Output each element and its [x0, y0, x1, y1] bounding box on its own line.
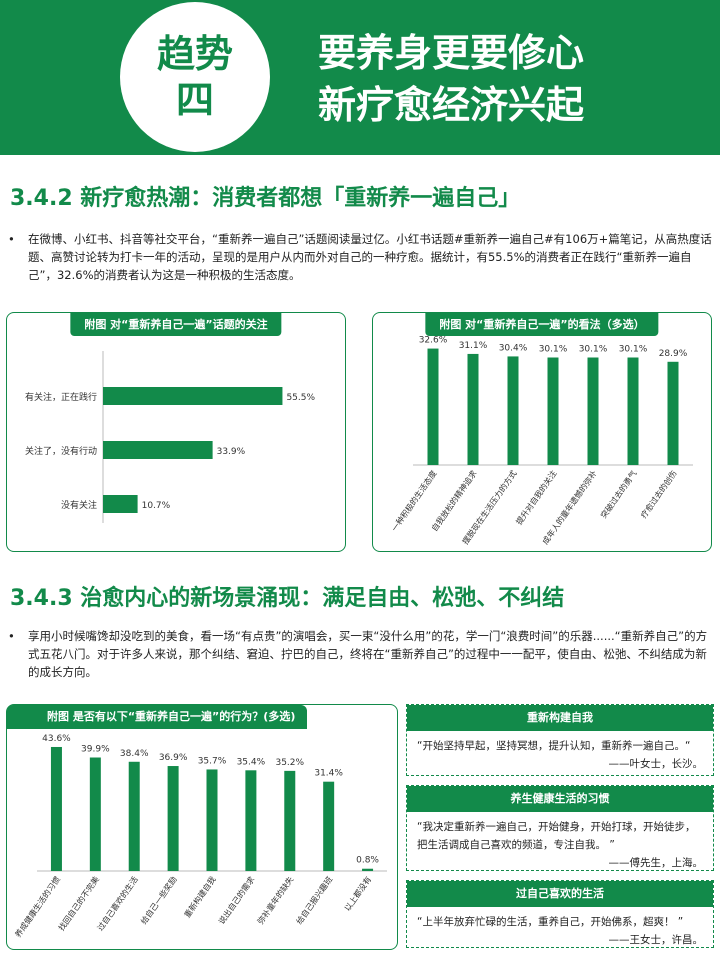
chart3-category-label: 以上都没有: [342, 874, 373, 913]
chart3-bar: [206, 769, 218, 871]
chart2-bar: [627, 357, 639, 465]
trend-badge-line1: 趋势: [156, 32, 233, 76]
chart2-value-label: 30.1%: [539, 345, 568, 355]
section-heading-343: 3.4.3 治愈内心的新场景涌现：满足自由、松弛、不纠结: [10, 586, 565, 611]
chart2-value-label: 30.1%: [619, 345, 648, 355]
chart2-category-label: 自我放松的精神追求: [429, 468, 478, 533]
chart2-bar: [507, 356, 519, 465]
chart3-category-label: 养成健康生活的习惯: [13, 874, 62, 939]
quote-text: “我决定重新养一遍自己，开始健身，开始打球，开始徒步，把生活调成自己喜欢的频道，…: [417, 821, 696, 851]
quote-text: “上半年放弃忙碌的生活，重养自己，开始佛系，超爽！ ”: [417, 916, 684, 928]
quote-author: ——傅先生，上海。: [608, 857, 704, 869]
chart3-category-label: 给自己报兴趣班: [294, 874, 334, 926]
chart2-bar: [547, 357, 559, 465]
chart3-bar: [245, 770, 257, 871]
section2-text: 享用小时候嘴馋却没吃到的美食，看一场“有点贵”的演唱会，买一束“没什么用”的花，…: [28, 629, 708, 679]
chart3-bar: [167, 766, 179, 871]
chart3-svg: 43.6% 养成健康生活的习惯 39.9% 找回自己的不完美 38.4% 过自己喜欢的生活…: [13, 734, 387, 939]
chart3-value-label: 39.9%: [81, 745, 110, 755]
chart2-title: 附图 对“重新养自己一遍”的看法（多选）: [425, 312, 659, 336]
chart1-svg: 有关注，正在践行 55.5% 关注了，没有行动 33.9% 没有关注 10.7%: [25, 351, 315, 523]
quote-card: 养生健康生活的习惯 “我决定重新养一遍自己，开始健身，开始打球，开始徒步，把生活…: [406, 785, 714, 871]
chart3-bar: [284, 770, 296, 871]
quote-title: 过自己喜欢的生活: [407, 881, 713, 907]
section2-paragraph: • 享用小时候嘴馋却没吃到的美食，看一场“有点贵”的演唱会，买一束“没什么用”的…: [8, 627, 714, 681]
chart2-category-label: 疗愈过去的创伤: [638, 468, 678, 520]
chart1-title: 附图 对“重新养自己一遍”话题的关注: [70, 312, 282, 336]
chart2-value-label: 31.1%: [459, 341, 488, 351]
chart2-svg: 32.6%一种积极的生活态度31.1%自我放松的精神追求30.4%摆脱现在生活压…: [389, 336, 693, 546]
chart3-category-label: 过自己喜欢的生活: [95, 874, 140, 932]
chart1-category-label: 关注了，没有行动: [25, 445, 97, 457]
chart1-value-label: 33.9%: [217, 447, 246, 457]
chart3-value-label: 0.8%: [356, 856, 379, 866]
chart2-bar: [427, 348, 439, 465]
chart1-bar: [103, 387, 283, 405]
chart2-value-label: 30.1%: [579, 345, 608, 355]
chart2-category-label: 突破过去的勇气: [598, 468, 638, 520]
chart2-category-label: 一种积极的生活态度: [389, 468, 438, 533]
chart3-bar: [128, 761, 140, 871]
chart3-panel: 附图 是否有以下“重新养自己一遍”的行为？(多选) 43.6% 养成健康生活的习惯…: [6, 704, 398, 950]
section1-text: 在微博、小红书、抖音等社交平台，“重新养一遍自己”话题阅读量过亿。小红书话题#重…: [28, 232, 712, 282]
chart3-bar: [50, 746, 62, 871]
chart1-category-label: 有关注，正在践行: [25, 391, 97, 403]
banner-title-line1: 要养身更要修心: [318, 31, 585, 75]
chart1-bar: [103, 441, 213, 459]
quote-title: 养生健康生活的习惯: [407, 786, 713, 812]
quote-card: 重新构建自我 “开始坚持早起，坚持冥想，提升认知，重新养一遍自己。“ ——叶女士…: [406, 704, 714, 776]
chart3-category-label: 弥补童年的缺失: [255, 874, 295, 926]
trend-badge-line2: 四: [175, 78, 214, 122]
quote-author: ——叶女士，长沙。: [608, 758, 704, 770]
chart3-title: 附图 是否有以下“重新养自己一遍”的行为？(多选): [7, 705, 307, 729]
chart2-bar: [667, 361, 679, 465]
chart3-value-label: 38.4%: [120, 749, 149, 759]
chart3-bar: [89, 757, 101, 871]
section-heading-342: 3.4.2 新疗愈热潮：消费者都想「重新养一遍自己」: [10, 186, 521, 211]
chart1-panel: 附图 对“重新养自己一遍”话题的关注 有关注，正在践行 55.5% 关注了，没有行动…: [6, 312, 346, 552]
chart3-category-label: 重新构建自我: [182, 874, 218, 919]
chart3-category-label: 找回自己的不完美: [56, 874, 101, 932]
quote-text: “开始坚持早起，坚持冥想，提升认知，重新养一遍自己。“: [417, 740, 691, 752]
quote-card: 过自己喜欢的生活 “上半年放弃忙碌的生活，重养自己，开始佛系，超爽！ ” ——王…: [406, 880, 714, 948]
chart2-bar: [467, 353, 479, 465]
quote-title: 重新构建自我: [407, 705, 713, 731]
chart1-value-label: 55.5%: [286, 393, 315, 403]
trend-badge: 趋势 四: [120, 2, 270, 152]
chart1-category-label: 没有关注: [61, 499, 97, 511]
chart3-category-label: 给自己一些奖励: [138, 874, 178, 926]
chart3-value-label: 36.9%: [159, 753, 188, 763]
bullet-dot: •: [8, 629, 15, 643]
chart2-bar: [587, 357, 599, 465]
bullet-dot: •: [8, 232, 15, 246]
chart1-value-label: 10.7%: [142, 501, 171, 511]
chart3-bar: [323, 781, 335, 871]
header-banner: 趋势 四 要养身更要修心 新疗愈经济兴起: [0, 0, 720, 155]
chart3-value-label: 43.6%: [42, 734, 71, 744]
section1-paragraph: • 在微博、小红书、抖音等社交平台，“重新养一遍自己”话题阅读量过亿。小红书话题…: [8, 230, 714, 284]
chart2-value-label: 30.4%: [499, 343, 528, 353]
chart3-category-label: 说出自己的需求: [216, 874, 256, 926]
chart2-value-label: 32.6%: [419, 336, 448, 346]
banner-title-line2: 新疗愈经济兴起: [318, 83, 585, 127]
chart2-panel: 附图 对“重新养自己一遍”的看法（多选） 32.6% 一种积极的生活态度 31.1%…: [372, 312, 712, 552]
chart2-category-label: 提升对自我的关注: [514, 468, 559, 526]
chart2-value-label: 28.9%: [659, 349, 688, 359]
chart3-value-label: 35.7%: [198, 756, 227, 766]
chart3-value-label: 31.4%: [314, 769, 343, 779]
chart3-bar: [362, 868, 374, 871]
chart1-bar: [103, 495, 138, 513]
quote-author: ——王女士，许昌。: [608, 934, 704, 946]
chart3-value-label: 35.4%: [237, 757, 266, 767]
chart3-value-label: 35.2%: [275, 758, 304, 768]
